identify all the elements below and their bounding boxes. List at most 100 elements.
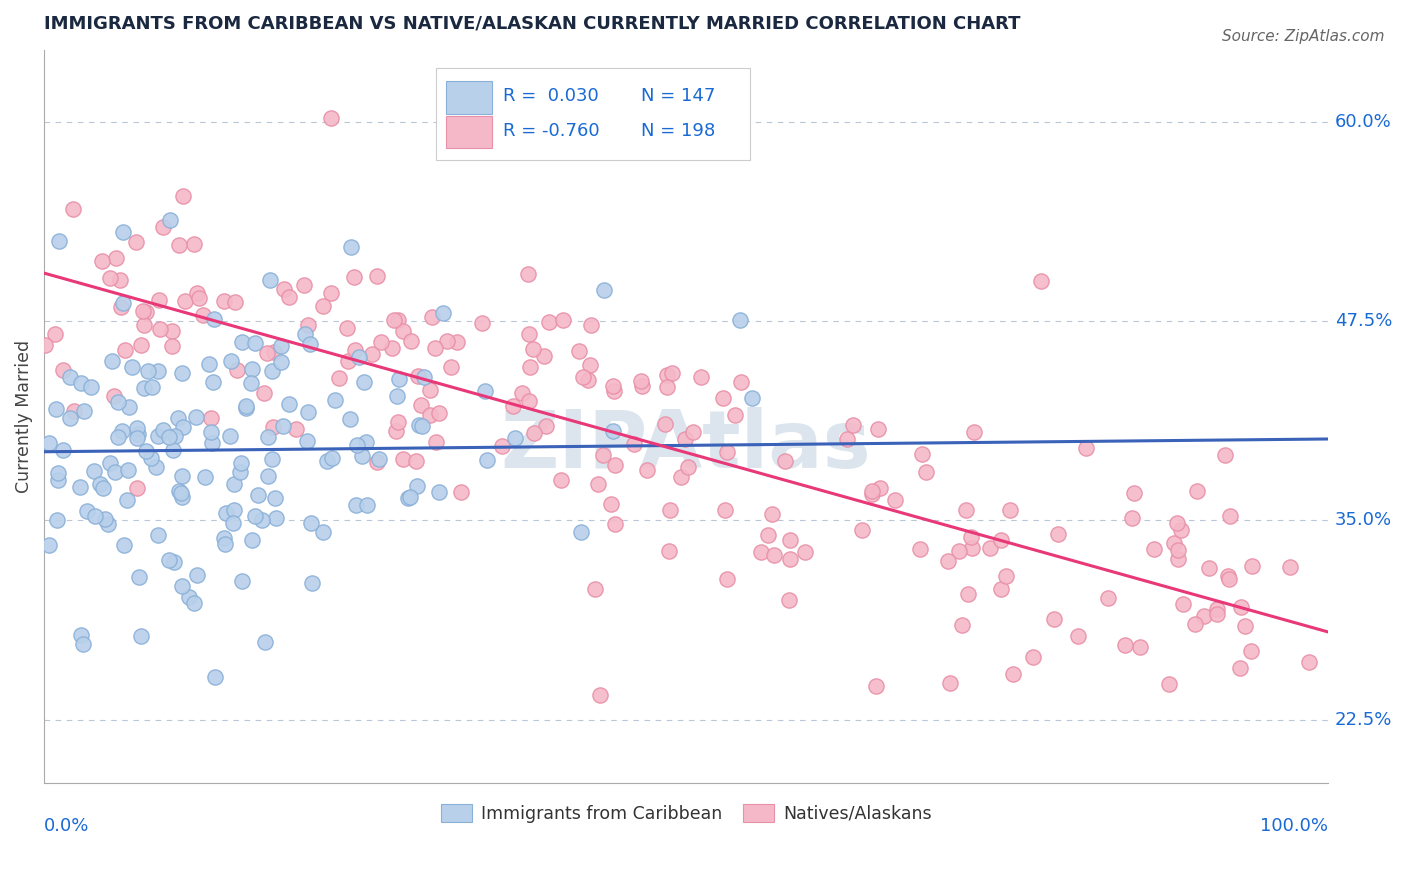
Point [215,506,238,520]
Point [117,463,139,477]
Point [114,343,136,358]
Point [1074,441,1097,455]
Point [579,318,602,332]
Point [409,398,432,412]
Point [908,541,931,556]
Point [135,444,157,458]
Point [1240,644,1263,658]
Point [187,291,209,305]
FancyBboxPatch shape [436,68,751,160]
Point [519,359,541,374]
Point [125,235,148,249]
Point [1047,527,1070,541]
Point [98,457,121,471]
Point [212,531,235,545]
Point [510,385,533,400]
Point [730,376,752,390]
Point [406,479,429,493]
Point [76,504,98,518]
Point [132,318,155,332]
Point [253,385,276,400]
Point [851,523,873,537]
Point [257,430,280,444]
Point [243,508,266,523]
Point [1279,560,1302,574]
Point [517,267,540,281]
Point [132,303,155,318]
Point [72,637,94,651]
Point [356,434,378,449]
Point [184,409,207,424]
Point [1171,598,1194,612]
Point [62,202,84,216]
Point [224,295,246,310]
Point [297,405,319,419]
Point [149,321,172,335]
Point [474,384,496,399]
Point [1129,640,1152,655]
Point [174,293,197,308]
Point [724,408,747,422]
Point [292,278,315,293]
Point [550,473,572,487]
Point [108,273,131,287]
Text: 47.5%: 47.5% [1334,312,1392,330]
Point [59,370,82,384]
Point [470,316,492,330]
Y-axis label: Currently Married: Currently Married [15,340,32,493]
Point [252,512,274,526]
Point [169,238,191,252]
Point [34,338,56,352]
Point [425,435,447,450]
Point [104,465,127,479]
Point [112,538,135,552]
Point [671,470,693,484]
Point [361,347,384,361]
Point [603,458,626,473]
Point [46,512,69,526]
Point [70,376,93,390]
Point [224,503,246,517]
Point [59,411,82,425]
Point [523,426,546,441]
Point [995,569,1018,583]
Point [284,422,307,436]
Point [172,189,194,203]
Point [950,618,973,632]
Point [602,424,624,438]
Point [63,403,86,417]
Point [170,579,193,593]
Point [728,312,751,326]
Point [592,283,614,297]
Point [955,503,977,517]
Point [115,493,138,508]
Point [323,392,346,407]
Point [630,378,652,392]
Point [98,271,121,285]
Point [319,285,342,300]
Point [89,477,111,491]
Point [1229,661,1251,675]
Point [353,376,375,390]
Point [408,418,430,433]
Point [761,507,783,521]
Point [264,511,287,525]
Point [219,354,242,368]
Point [148,428,170,442]
Point [979,541,1001,555]
Point [779,533,801,547]
Point [299,516,322,530]
Point [157,430,180,444]
Point [52,363,75,377]
Text: R = -0.760: R = -0.760 [502,121,599,139]
Point [93,481,115,495]
Point [1218,572,1240,586]
Point [439,360,461,375]
Point [368,452,391,467]
Text: Source: ZipAtlas.com: Source: ZipAtlas.com [1222,29,1385,44]
Point [794,544,817,558]
Point [1163,536,1185,550]
Point [763,548,786,562]
Point [83,509,105,524]
Point [568,344,591,359]
